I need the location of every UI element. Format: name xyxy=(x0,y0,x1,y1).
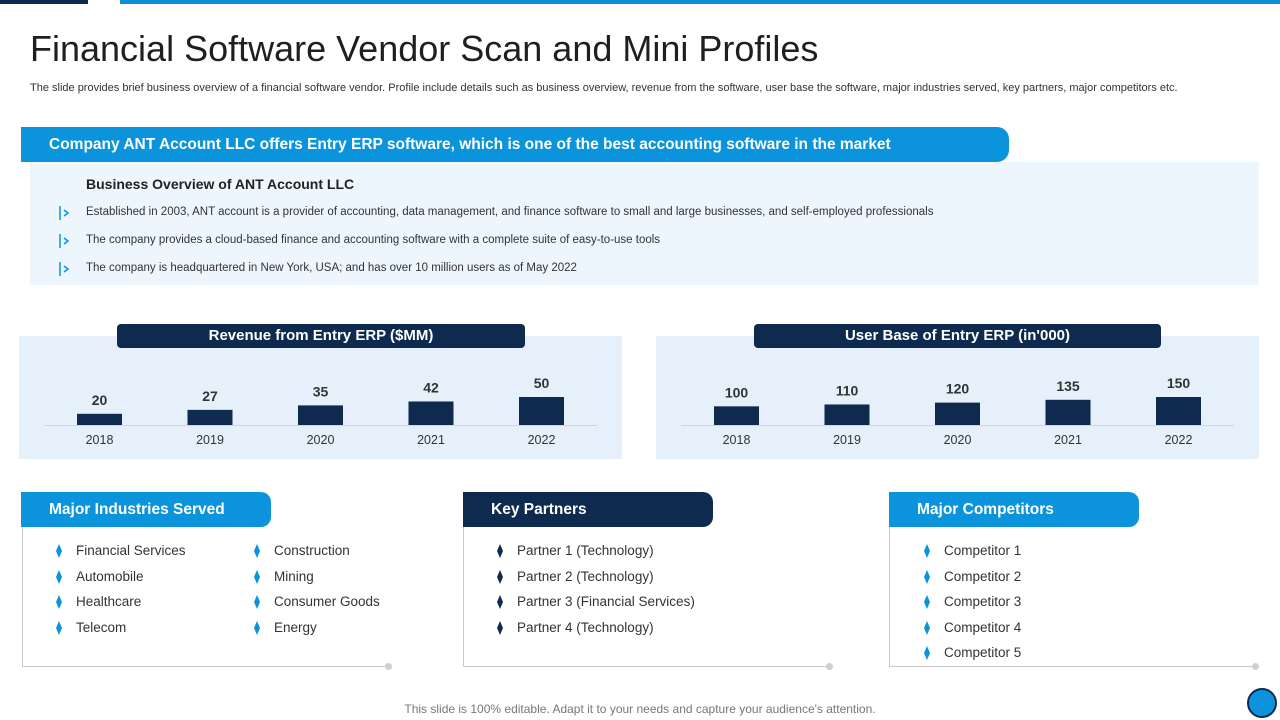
x-tick-label: 2021 xyxy=(1054,433,1082,447)
x-tick-label: 2020 xyxy=(944,433,972,447)
overview-item-text: The company provides a cloud-based finan… xyxy=(86,234,661,246)
bar-value-label: 42 xyxy=(423,379,439,395)
bar-2021 xyxy=(408,401,454,425)
business-overview-panel xyxy=(30,162,1259,285)
competitor-item-text: Competitor 1 xyxy=(944,543,1022,558)
diamond-bullet-icon xyxy=(254,621,260,635)
page-title: Financial Software Vendor Scan and Mini … xyxy=(30,28,819,69)
bar-value-label: 35 xyxy=(313,383,329,399)
business-overview-heading: Business Overview of ANT Account LLC xyxy=(86,176,355,192)
arrow-bullet-icon xyxy=(59,262,70,276)
x-tick-label: 2021 xyxy=(417,433,445,447)
top-accent-bar-dark xyxy=(0,0,88,4)
x-tick-label: 2018 xyxy=(723,433,751,447)
arrow-bullet-icon xyxy=(59,206,70,220)
competitor-item-text: Competitor 4 xyxy=(944,620,1022,635)
diamond-bullet-icon xyxy=(924,595,930,609)
bar-2018 xyxy=(714,406,759,425)
industry-item-text: Healthcare xyxy=(76,594,142,609)
bar-value-label: 27 xyxy=(202,388,218,404)
overview-item-text: The company is headquartered in New York… xyxy=(86,262,577,274)
diamond-bullet-icon xyxy=(497,544,503,558)
diamond-bullet-icon xyxy=(924,544,930,558)
bar-value-label: 110 xyxy=(836,382,859,398)
industry-item-text: Financial Services xyxy=(76,543,186,558)
x-tick-label: 2022 xyxy=(528,433,556,447)
diamond-bullet-icon xyxy=(56,544,62,558)
panel-corner-dot xyxy=(826,663,833,670)
diamond-bullet-icon xyxy=(254,570,260,584)
bar-2018 xyxy=(77,413,122,425)
diamond-bullet-icon xyxy=(254,595,260,609)
userbase-chart-panel: 100 2018 110 2019 120 2020 135 2021 150 2022 xyxy=(656,336,1259,459)
diamond-bullet-icon xyxy=(254,544,260,558)
partners-panel xyxy=(463,527,832,667)
competitors-panel xyxy=(889,527,1258,667)
bar-2022 xyxy=(1156,397,1201,425)
diamond-bullet-icon xyxy=(497,595,503,609)
bar-2020 xyxy=(298,405,343,425)
diamond-bullet-icon xyxy=(56,621,62,635)
bar-2022 xyxy=(519,397,564,425)
company-banner: Company ANT Account LLC offers Entry ERP… xyxy=(21,127,1009,162)
industry-item-text: Telecom xyxy=(76,620,127,635)
bar-value-label: 150 xyxy=(1167,375,1191,391)
partner-item-text: Partner 2 (Technology) xyxy=(517,569,654,584)
competitor-item-text: Competitor 3 xyxy=(944,594,1022,609)
competitors-tab: Major Competitors xyxy=(889,492,1139,527)
diamond-bullet-icon xyxy=(497,570,503,584)
partner-item-text: Partner 1 (Technology) xyxy=(517,543,654,558)
bar-value-label: 20 xyxy=(92,392,108,408)
revenue-bar-chart: 20 2018 27 2019 35 2020 42 2021 50 2022 xyxy=(44,375,597,447)
revenue-chart-panel: 20 2018 27 2019 35 2020 42 2021 50 2022 xyxy=(19,336,622,459)
industries-panel xyxy=(22,527,390,667)
x-tick-label: 2019 xyxy=(196,433,224,447)
competitor-item-text: Competitor 5 xyxy=(944,645,1022,660)
industry-item-text: Construction xyxy=(274,543,350,558)
diamond-bullet-icon xyxy=(924,646,930,660)
partner-item-text: Partner 3 (Financial Services) xyxy=(517,594,695,609)
userbase-bar-chart: 100 2018 110 2019 120 2020 135 2021 150 2022 xyxy=(681,375,1234,447)
diamond-bullet-icon xyxy=(56,595,62,609)
panel-corner-dot xyxy=(385,663,392,670)
top-accent-bar-blue xyxy=(120,0,1280,4)
bar-value-label: 120 xyxy=(946,381,970,397)
bar-2019 xyxy=(187,409,233,425)
competitor-item-text: Competitor 2 xyxy=(944,569,1022,584)
industries-tab: Major Industries Served xyxy=(21,492,271,527)
arrow-bullet-icon xyxy=(59,234,70,248)
bar-2019 xyxy=(824,404,870,425)
diamond-bullet-icon xyxy=(924,570,930,584)
diamond-bullet-icon xyxy=(924,621,930,635)
footer-note: This slide is 100% editable. Adapt it to… xyxy=(404,702,876,716)
corner-circle-decoration xyxy=(1247,688,1277,718)
x-tick-label: 2018 xyxy=(86,433,114,447)
overview-item-text: Established in 2003, ANT account is a pr… xyxy=(86,206,934,218)
bar-value-label: 100 xyxy=(725,384,749,400)
industry-item-text: Automobile xyxy=(76,569,144,584)
x-tick-label: 2019 xyxy=(833,433,861,447)
x-tick-label: 2020 xyxy=(307,433,335,447)
diamond-bullet-icon xyxy=(56,570,62,584)
x-tick-label: 2022 xyxy=(1165,433,1193,447)
partner-item-text: Partner 4 (Technology) xyxy=(517,620,654,635)
page-subtitle: The slide provides brief business overvi… xyxy=(30,82,1178,94)
industry-item-text: Energy xyxy=(274,620,317,635)
diamond-bullet-icon xyxy=(497,621,503,635)
userbase-chart-title: User Base of Entry ERP (in'000) xyxy=(754,324,1161,348)
industry-item-text: Mining xyxy=(274,569,314,584)
revenue-chart-title: Revenue from Entry ERP ($MM) xyxy=(117,324,525,348)
partners-tab: Key Partners xyxy=(463,492,713,527)
bar-2020 xyxy=(935,402,980,425)
bar-2021 xyxy=(1045,399,1091,425)
bar-value-label: 135 xyxy=(1056,378,1080,394)
industry-item-text: Consumer Goods xyxy=(274,594,380,609)
panel-corner-dot xyxy=(1252,663,1259,670)
bar-value-label: 50 xyxy=(534,375,550,391)
